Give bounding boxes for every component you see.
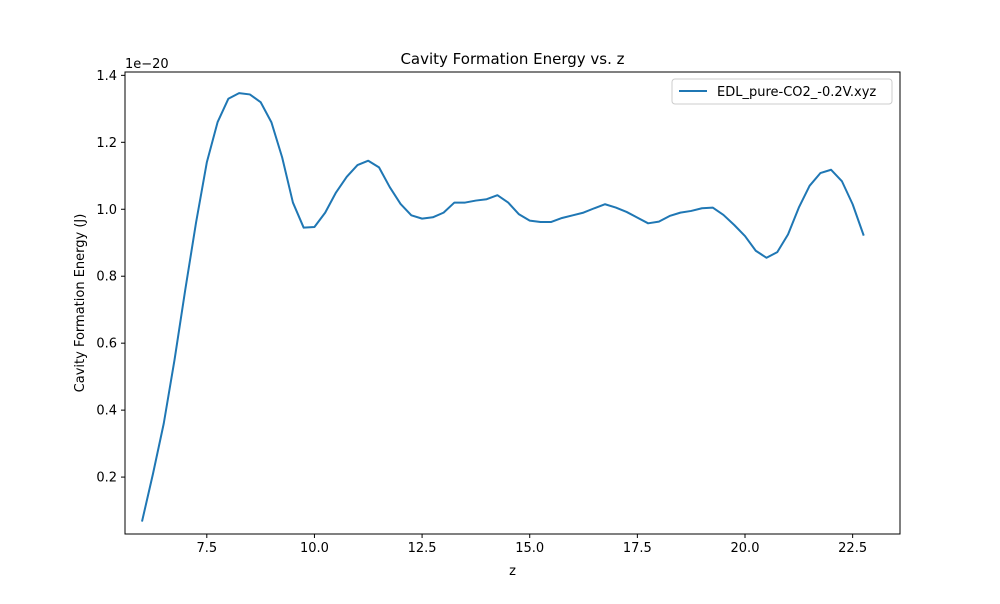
x-axis-label: z	[509, 564, 516, 579]
y-tick-label: 1.2	[96, 136, 117, 151]
x-axis-ticks: 7.5 10.0 12.5 15.0 17.5 20.0 22.5	[196, 534, 867, 556]
y-tick-label: 1.4	[96, 69, 117, 84]
y-tick-label: 0.8	[96, 270, 117, 285]
legend: EDL_pure-CO2_-0.2V.xyz	[671, 78, 893, 105]
y-axis-offset-label: 1e−20	[125, 57, 169, 72]
x-tick-label: 22.5	[838, 541, 867, 556]
chart-title: Cavity Formation Energy vs. z	[400, 50, 624, 68]
plot-area	[125, 72, 900, 534]
legend-box	[671, 78, 893, 105]
x-tick-label: 17.5	[623, 541, 652, 556]
y-tick-label: 0.6	[96, 337, 117, 352]
x-tick-label: 15.0	[515, 541, 544, 556]
y-axis-ticks: 0.2 0.4 0.6 0.8 1.0 1.2 1.4	[96, 69, 125, 486]
y-tick-label: 1.0	[96, 203, 117, 218]
x-tick-label: 12.5	[408, 541, 437, 556]
series-layer	[141, 92, 865, 522]
x-tick-label: 20.0	[731, 541, 760, 556]
series-line	[141, 92, 865, 522]
legend-label: EDL_pure-CO2_-0.2V.xyz	[717, 85, 876, 100]
x-tick-label: 10.0	[300, 541, 329, 556]
x-tick-label: 7.5	[196, 541, 217, 556]
y-axis-label: Cavity Formation Energy (J)	[73, 214, 88, 393]
y-tick-label: 0.2	[96, 471, 117, 486]
axes-frame	[124, 71, 901, 535]
y-tick-label: 0.4	[96, 404, 117, 419]
